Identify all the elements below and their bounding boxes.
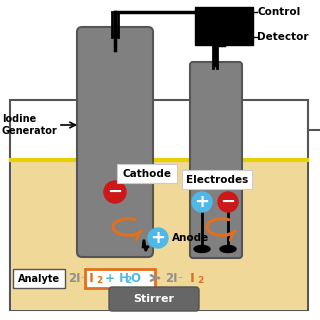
Text: +: + bbox=[150, 229, 165, 247]
Ellipse shape bbox=[194, 245, 210, 252]
Text: +: + bbox=[195, 193, 210, 211]
FancyBboxPatch shape bbox=[0, 0, 320, 100]
FancyBboxPatch shape bbox=[182, 170, 252, 189]
Circle shape bbox=[192, 192, 212, 212]
Text: 2: 2 bbox=[197, 276, 203, 285]
Text: I: I bbox=[89, 271, 94, 284]
Text: Iodine
Generator: Iodine Generator bbox=[2, 114, 58, 136]
Text: O: O bbox=[130, 271, 140, 284]
Text: 2I: 2I bbox=[68, 271, 81, 284]
Text: Cathode: Cathode bbox=[123, 169, 172, 179]
Text: 2I: 2I bbox=[165, 271, 178, 284]
Text: Anode: Anode bbox=[172, 233, 209, 243]
Circle shape bbox=[148, 228, 168, 248]
Text: Stirrer: Stirrer bbox=[133, 294, 174, 304]
FancyBboxPatch shape bbox=[85, 269, 155, 288]
Circle shape bbox=[218, 192, 238, 212]
Circle shape bbox=[104, 181, 126, 203]
Text: ⁻: ⁻ bbox=[177, 275, 182, 285]
FancyBboxPatch shape bbox=[195, 7, 253, 45]
Text: I: I bbox=[190, 271, 195, 284]
Text: Analyte: Analyte bbox=[18, 274, 60, 284]
FancyBboxPatch shape bbox=[117, 164, 177, 183]
Ellipse shape bbox=[220, 245, 236, 252]
Text: + H: + H bbox=[101, 271, 129, 284]
Text: Detector: Detector bbox=[257, 32, 308, 42]
FancyBboxPatch shape bbox=[190, 62, 242, 258]
Text: −: − bbox=[108, 183, 123, 201]
Text: Control: Control bbox=[257, 7, 300, 17]
FancyBboxPatch shape bbox=[10, 100, 308, 310]
FancyBboxPatch shape bbox=[13, 269, 65, 288]
Text: 2: 2 bbox=[125, 276, 131, 285]
Text: 2: 2 bbox=[96, 276, 102, 285]
FancyBboxPatch shape bbox=[11, 160, 307, 310]
FancyBboxPatch shape bbox=[77, 27, 153, 257]
FancyBboxPatch shape bbox=[109, 287, 199, 311]
Text: ⁻: ⁻ bbox=[80, 275, 85, 285]
Text: −: − bbox=[220, 193, 236, 211]
Text: Electrodes: Electrodes bbox=[186, 175, 248, 185]
